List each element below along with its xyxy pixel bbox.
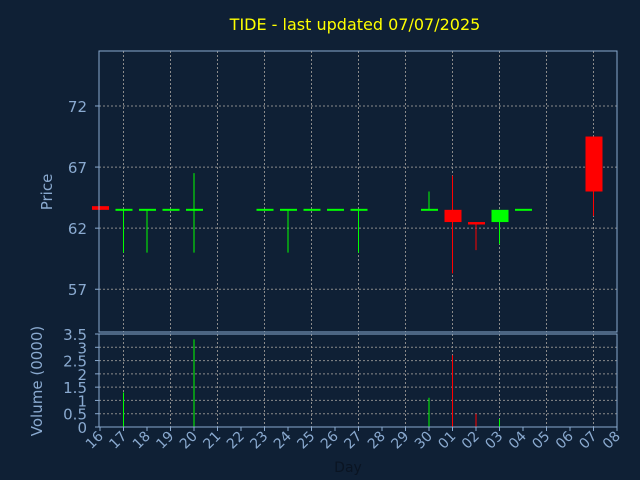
x-tick-label: 05 [529,429,553,453]
x-tick-label: 20 [177,429,201,453]
x-tick-label: 23 [247,429,271,453]
volume-tick-label: 1 [77,392,87,410]
x-tick-label: 27 [341,429,365,453]
x-tick-label: 02 [459,429,483,453]
x-tick-label: 03 [482,429,506,453]
x-tick-label: 26 [318,428,342,452]
x-tick-label: 24 [271,428,295,452]
volume-tick-label: 2.5 [63,353,87,371]
volume-bars [123,339,500,427]
volume-tick-label: 1.5 [63,379,87,397]
x-tick-label: 07 [576,429,600,453]
volume-tick-label: 3.5 [63,326,87,344]
x-axis-ticks: 16 17 18 19 20 21 22 23 24 25 26 27 28 29 30 01 02 03 04 05… [83,427,624,452]
candle-body [491,209,509,223]
candle-body [256,208,274,211]
candle-body [186,208,203,211]
x-tick-label: 19 [153,429,177,453]
x-tick-label: 22 [224,429,248,453]
candle-body [350,208,368,211]
volume-tick-label: 3 [77,339,87,357]
x-tick-label: 08 [600,429,624,453]
x-tick-label: 17 [106,429,130,453]
candle-body [303,208,321,211]
x-tick-label: 30 [412,429,436,453]
x-tick-label: 29 [388,429,412,453]
candle-body [585,136,603,192]
candle-body [139,208,156,211]
x-tick-label: 25 [294,429,318,453]
candle-body [444,209,462,223]
x-tick-label: 04 [506,428,530,452]
candle-body [515,208,532,211]
x-tick-label: 18 [130,429,154,453]
candle-body [92,206,109,210]
candle-body [327,208,344,211]
price-tick-label: 62 [68,220,87,238]
x-axis-label: Day [334,460,362,476]
volume-axis-ticks: 3.532.521.510.50 [63,326,99,437]
candle-body [468,222,485,225]
x-tick-label: 28 [365,429,389,453]
price-tick-label: 67 [68,159,87,177]
price-axis-ticks: 72 67 62 57 [68,98,99,299]
y-axis-label: Price [38,174,56,211]
volume-axis-label: Volume (0000) [28,326,46,436]
x-tick-label: 06 [553,428,577,452]
chart-title: TIDE - last updated 07/07/2025 [229,15,481,34]
price-panel-frame [98,50,618,333]
candles [92,136,603,274]
x-tick-label: 21 [200,429,224,453]
candle-body [280,208,297,211]
price-tick-label: 57 [68,281,87,299]
volume-tick-label: 0 [77,419,87,437]
candle-body [115,208,133,211]
candle-body [421,208,438,211]
volume-tick-label: 0.5 [63,406,87,424]
candle-body [162,208,180,211]
price-tick-label: 72 [68,98,87,116]
volume-tick-label: 2 [77,366,87,384]
x-tick-label: 01 [435,429,459,453]
